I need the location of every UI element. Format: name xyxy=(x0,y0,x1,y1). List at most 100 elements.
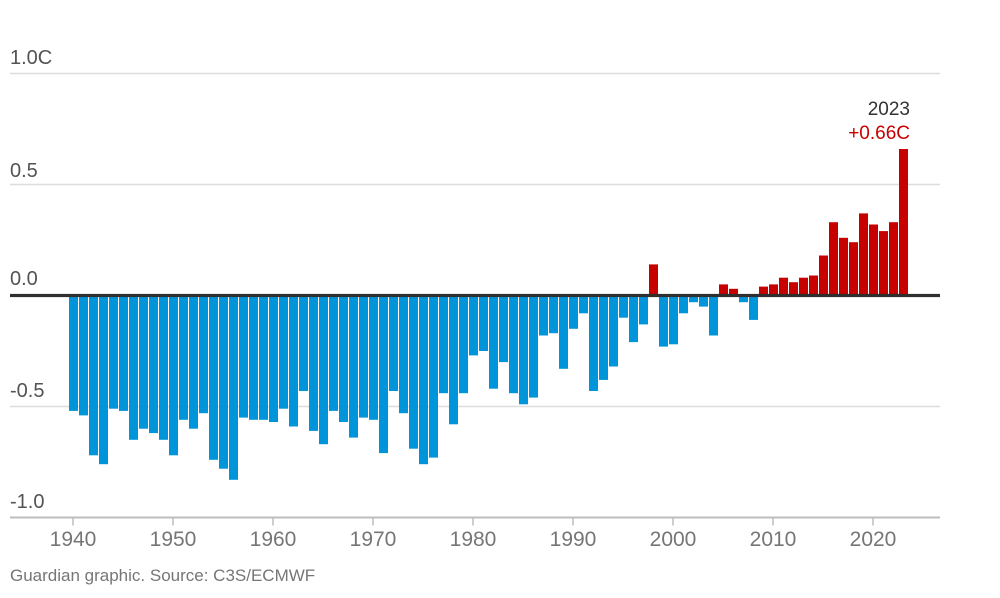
bar-2001 xyxy=(679,295,688,314)
bar-1976 xyxy=(429,295,438,458)
x-tick-label-2010: 2010 xyxy=(750,528,797,551)
bar-1989 xyxy=(559,295,568,369)
x-tick-label-1950: 1950 xyxy=(150,528,197,551)
bar-2005 xyxy=(719,284,728,296)
bar-2000 xyxy=(669,295,678,345)
bar-1980 xyxy=(469,295,478,356)
bar-1971 xyxy=(379,295,388,454)
bar-1985 xyxy=(519,295,528,405)
bar-1970 xyxy=(369,295,378,420)
bar-1982 xyxy=(489,295,498,389)
x-axis xyxy=(10,293,940,526)
bar-1946 xyxy=(129,295,138,440)
bar-1945 xyxy=(119,295,128,411)
bar-1984 xyxy=(509,295,518,394)
bar-1956 xyxy=(229,295,238,480)
bar-2006 xyxy=(729,288,738,296)
bar-1996 xyxy=(629,295,638,343)
bar-1992 xyxy=(589,295,598,391)
bar-1977 xyxy=(439,295,448,394)
bar-1986 xyxy=(529,295,538,398)
bar-1968 xyxy=(349,295,358,438)
bar-1966 xyxy=(329,295,338,411)
bar-1954 xyxy=(209,295,218,460)
bar-1974 xyxy=(409,295,418,449)
bar-1975 xyxy=(419,295,428,465)
bar-1994 xyxy=(609,295,618,367)
x-tick-label-1980: 1980 xyxy=(450,528,497,551)
bar-1949 xyxy=(159,295,168,440)
bar-1988 xyxy=(549,295,558,334)
bar-1941 xyxy=(79,295,88,416)
bar-1990 xyxy=(569,295,578,329)
annotation-2023-value: +0.66C xyxy=(848,123,910,144)
annotation-2023-year: 2023 xyxy=(868,99,910,120)
bar-2023 xyxy=(899,149,908,296)
bar-1957 xyxy=(239,295,248,418)
bar-2012 xyxy=(789,282,798,296)
x-tick-label-1990: 1990 xyxy=(550,528,597,551)
bar-2009 xyxy=(759,286,768,296)
bar-2004 xyxy=(709,295,718,336)
bar-1963 xyxy=(299,295,308,391)
bar-1967 xyxy=(339,295,348,422)
bar-1981 xyxy=(479,295,488,351)
x-tick-label-1960: 1960 xyxy=(250,528,297,551)
x-tick-label-1970: 1970 xyxy=(350,528,397,551)
bar-1964 xyxy=(309,295,318,431)
source-credit: Guardian graphic. Source: C3S/ECMWF xyxy=(10,566,316,585)
bar-2020 xyxy=(869,224,878,296)
bar-2010 xyxy=(769,284,778,296)
bar-1983 xyxy=(499,295,508,363)
anomaly-bars xyxy=(69,149,908,480)
bar-1958 xyxy=(249,295,258,420)
bar-2019 xyxy=(859,213,868,296)
bar-1951 xyxy=(179,295,188,420)
bar-1991 xyxy=(579,295,588,314)
bar-1972 xyxy=(389,295,398,391)
bar-1997 xyxy=(639,295,648,325)
bar-1955 xyxy=(219,295,228,469)
zero-baseline xyxy=(10,293,940,298)
bar-1943 xyxy=(99,295,108,465)
bar-1947 xyxy=(139,295,148,429)
bar-1999 xyxy=(659,295,668,347)
bar-2014 xyxy=(809,275,818,296)
y-tick-label--1.0: -1.0 xyxy=(10,491,44,513)
bar-1998 xyxy=(649,264,658,296)
bar-1973 xyxy=(399,295,408,414)
bar-1959 xyxy=(259,295,268,420)
bar-2022 xyxy=(889,222,898,296)
bar-1953 xyxy=(199,295,208,414)
x-tick-label-2020: 2020 xyxy=(850,528,897,551)
bar-2003 xyxy=(699,295,708,307)
bar-1942 xyxy=(89,295,98,456)
bar-2021 xyxy=(879,231,888,296)
bar-1978 xyxy=(449,295,458,425)
bar-2007 xyxy=(739,295,748,303)
bar-1944 xyxy=(109,295,118,409)
bar-2013 xyxy=(799,277,808,296)
bar-2008 xyxy=(749,295,758,320)
bar-1987 xyxy=(539,295,548,336)
bar-1962 xyxy=(289,295,298,427)
x-tick-label-1940: 1940 xyxy=(50,528,97,551)
bar-1995 xyxy=(619,295,628,318)
bar-2016 xyxy=(829,222,838,296)
bar-2011 xyxy=(779,277,788,296)
bar-2015 xyxy=(819,255,828,296)
y-tick-label-1.0: 1.0C xyxy=(10,47,52,69)
x-tick-label-2000: 2000 xyxy=(650,528,697,551)
bar-1948 xyxy=(149,295,158,434)
y-tick-label-0.0: 0.0 xyxy=(10,268,38,290)
bar-1969 xyxy=(359,295,368,418)
bar-1940 xyxy=(69,295,78,411)
bar-1952 xyxy=(189,295,198,429)
bar-1961 xyxy=(279,295,288,409)
bar-2018 xyxy=(849,242,858,296)
bar-1993 xyxy=(599,295,608,380)
bar-1965 xyxy=(319,295,328,445)
bar-1960 xyxy=(269,295,278,422)
